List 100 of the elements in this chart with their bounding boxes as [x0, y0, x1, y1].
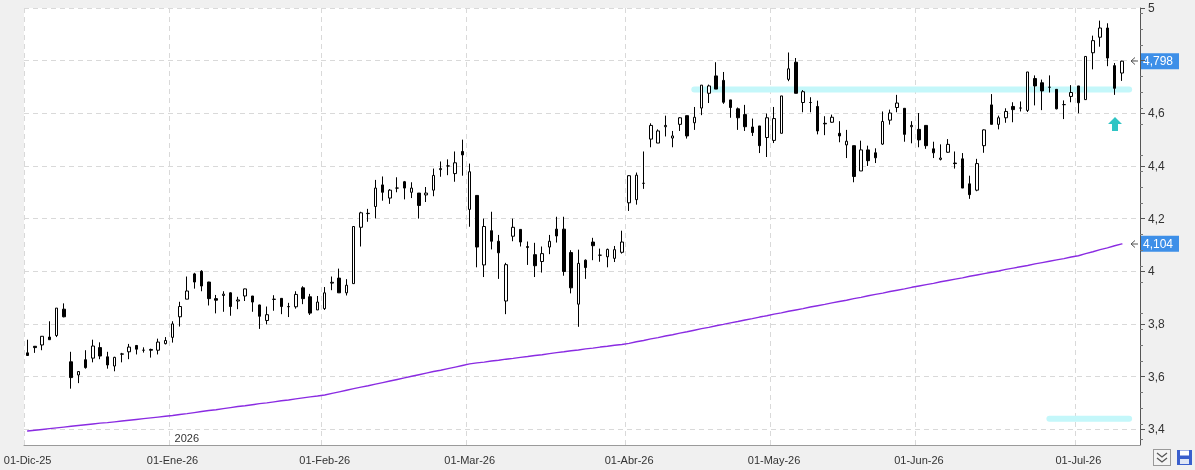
candlestick: [301, 285, 305, 305]
candlestick: [678, 116, 682, 132]
candlestick: [656, 128, 660, 144]
candlestick: [490, 211, 493, 250]
candlestick: [352, 226, 355, 285]
candlestick: [374, 179, 377, 219]
candlestick: [729, 99, 732, 119]
candlestick: [924, 124, 928, 150]
candlestick: [62, 302, 66, 318]
y-tick-label: 3,6: [1148, 369, 1166, 384]
candlestick: [591, 237, 595, 261]
candlestick: [287, 302, 290, 318]
candlestick: [84, 349, 87, 370]
candlestick: [548, 234, 551, 255]
candlestick: [417, 192, 421, 220]
candlestick: [178, 301, 182, 328]
candlestick: [939, 143, 942, 161]
candlestick: [207, 281, 211, 306]
x-tick-label: 01-Ene-26: [146, 453, 199, 466]
candlestick: [482, 218, 486, 278]
candlestick: [1069, 84, 1073, 103]
x-tick-label: 01-May-26: [747, 453, 801, 466]
candlestick: [1091, 35, 1095, 70]
candlestick: [809, 96, 812, 113]
candlestick: [685, 115, 689, 140]
candlestick: [243, 288, 247, 302]
candlestick: [519, 228, 522, 248]
candlestick: [1048, 74, 1051, 93]
candlestick: [620, 230, 624, 255]
y-tick-label: 4: [1148, 264, 1155, 279]
candlestick: [432, 168, 435, 197]
candlestick: [671, 130, 674, 148]
candlestick: [337, 268, 341, 294]
candlestick: [323, 286, 326, 311]
candlestick: [258, 304, 261, 330]
candlestick: [1084, 55, 1087, 101]
candlestick: [149, 348, 153, 359]
candlestick: [330, 276, 334, 291]
candlestick: [642, 150, 645, 190]
candlestick: [1113, 62, 1116, 96]
candlestick: [780, 95, 783, 134]
candlestick: [33, 345, 37, 354]
candlestick: [932, 141, 935, 159]
candlestick: [424, 186, 428, 203]
candlestick: [1077, 85, 1080, 114]
candlestick: [584, 258, 587, 280]
x-tick-label: 01-Jun-26: [894, 453, 944, 466]
candlestick: [171, 320, 174, 344]
annotation: 4,798: [1143, 54, 1174, 69]
candlestick: [1106, 22, 1109, 67]
candlestick: [1055, 88, 1058, 110]
candlestick: [664, 115, 667, 137]
candlestick: [1062, 99, 1066, 120]
candlestick: [801, 89, 805, 113]
candlestick: [265, 306, 269, 325]
candlestick: [69, 351, 73, 390]
candlestick: [627, 174, 631, 212]
candlestick: [903, 107, 906, 143]
candlestick: [540, 246, 544, 274]
candlestick: [453, 150, 457, 183]
candlestick: [562, 216, 566, 277]
candlestick: [135, 344, 138, 355]
candlestick: [48, 320, 51, 341]
candlestick: [1033, 74, 1037, 106]
candlestick: [526, 241, 529, 266]
candlestick: [881, 110, 884, 146]
line-series: [26, 243, 1123, 432]
y-tick-label: 4,6: [1148, 106, 1166, 121]
candlestick: [765, 113, 769, 158]
candlestick: [91, 339, 95, 363]
candlestick: [533, 242, 537, 278]
candlestick: [511, 218, 515, 242]
x-tick-label: 01-Abr-26: [604, 453, 654, 466]
candlestick: [577, 249, 580, 328]
candlestick: [251, 295, 254, 313]
candlestick: [475, 194, 479, 268]
candlestick: [55, 307, 58, 338]
candlestick: [214, 294, 218, 314]
candlestick: [185, 276, 189, 300]
x-tick-label: 01-Dic-25: [3, 453, 52, 466]
candlestick: [77, 370, 80, 384]
candlestick: [461, 139, 464, 177]
candlestick: [222, 290, 225, 313]
candlestick: [874, 147, 877, 164]
candlestick: [294, 290, 298, 310]
candlestick: [758, 125, 761, 154]
candlestick: [156, 338, 160, 355]
candlestick: [895, 94, 899, 113]
candlestick: [403, 180, 406, 200]
candlestick: [845, 129, 848, 159]
candlestick: [649, 122, 653, 148]
candlestick: [236, 296, 240, 310]
candlestick: [693, 106, 696, 131]
candlestick: [961, 152, 964, 189]
candlestick: [990, 93, 993, 125]
x-tick-label: 01-Jul-26: [1055, 453, 1102, 466]
candlestick: [381, 175, 384, 202]
candlestick: [635, 172, 638, 206]
candlestick: [106, 351, 109, 370]
candlestick: [736, 107, 740, 131]
